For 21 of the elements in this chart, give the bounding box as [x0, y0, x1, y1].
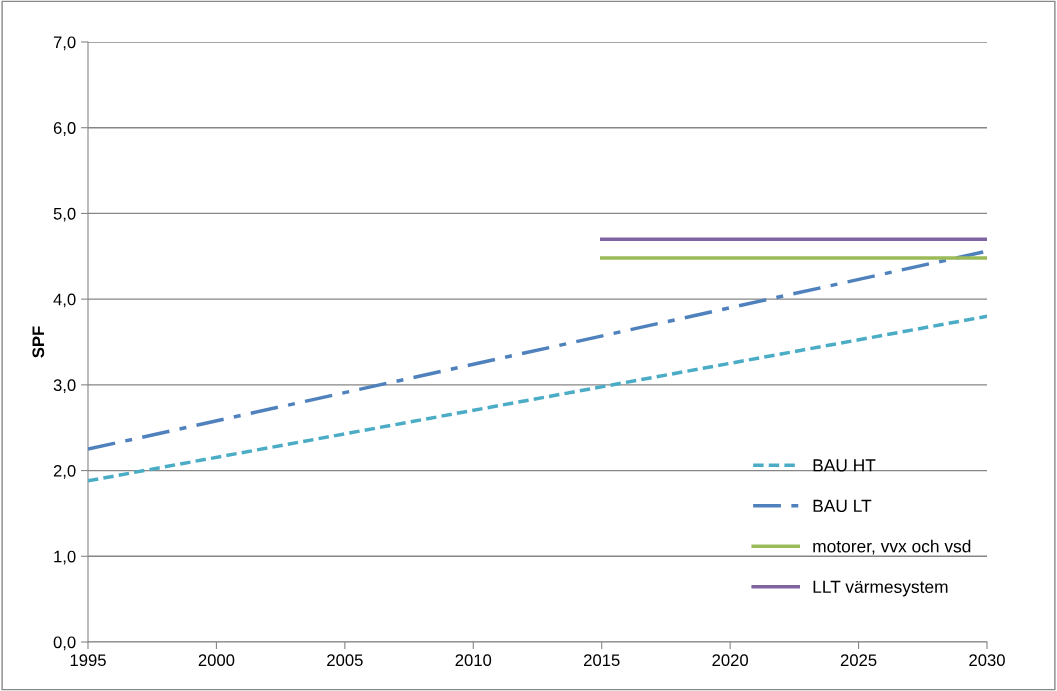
x-tick-label: 2010	[455, 654, 492, 667]
legend-label: BAU LT	[813, 499, 872, 512]
legend-label: BAU HT	[813, 459, 876, 472]
x-tick-label: 2015	[584, 654, 620, 667]
x-tick-label: 2005	[327, 654, 363, 667]
y-tick-label: 3,0	[53, 379, 76, 394]
x-tick-label: 1995	[70, 654, 106, 667]
y-axis-title: SPF	[32, 326, 45, 358]
y-tick-label: 1,0	[54, 550, 76, 565]
x-tick-label: 2000	[198, 654, 235, 667]
legend-label: LLT värmesystem	[813, 580, 948, 597]
y-tick-label: 5,0	[53, 207, 76, 222]
y-tick-label: 2,0	[53, 464, 76, 479]
y-tick-label: 6,0	[53, 122, 76, 136]
y-tick-label: 7,0	[53, 36, 76, 51]
x-tick-label: 2020	[712, 654, 749, 667]
x-tick-label: 2025	[840, 654, 877, 667]
x-tick-label: 2030	[969, 654, 1005, 667]
legend-label: motorer, vvx och vsd	[813, 539, 971, 555]
y-tick-label: 4,0	[53, 293, 76, 308]
y-tick-label: 0,0	[53, 636, 76, 651]
